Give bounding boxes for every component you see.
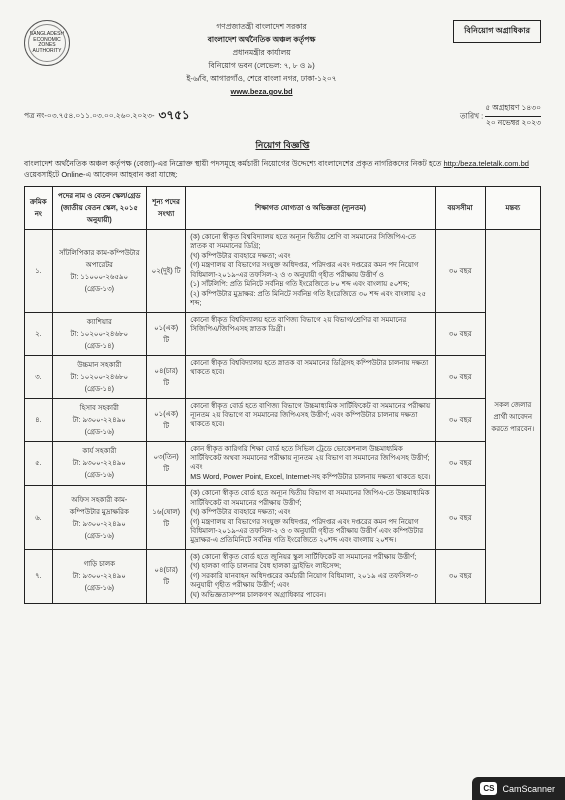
cell-post: হিসাব সহকারী টা: ৯৩০০-২২৪৯০ (গ্রেড-১৬) [52,398,146,441]
org-name: বাংলাদেশ অর্থনৈতিক অঞ্চল কর্তৃপক্ষ [70,35,453,47]
table-row: ১.সাঁটলিপিকার কাম-কম্পিউটার অপারেটর টা: … [25,230,541,313]
col-age: বয়সসীমা [435,187,485,230]
cell-sl: ২. [25,312,53,355]
reference-line: পত্র নং-০৩.৭৫৪.০১১.০৩.০০.২৬০.২০২৩- ৩৭৫১ … [24,103,541,130]
intro-text: বাংলাদেশ অর্থনৈতিক অঞ্চল কর্তৃপক্ষ (বেজা… [24,159,441,168]
org-logo: BANGLADESH ECONOMIC ZONES AUTHORITY [24,20,70,66]
cell-qualification: (ক) কোনো স্বীকৃত বিশ্ববিদ্যালয় হতে অন্য… [186,230,435,313]
cell-vacancy: ০৪(চার) টি [146,355,185,398]
website-link[interactable]: www.beza.gov.bd [70,87,453,96]
cell-qualification: (ক) কোনো স্বীকৃত বোর্ড হতে অন্যূন দ্বিতী… [186,486,435,550]
ref-label: পত্র নং-০৩.৭৫৪.০১১.০৩.০০.২৬০.২০২৩- [24,111,155,123]
ref-right: তারিখ : ৫ অগ্রহায়ণ ১৪৩০ ২০ নভেম্বর ২০২৩ [460,103,541,130]
cell-age: ৩০ বছর [435,398,485,441]
cell-post: উচ্চমান সহকারী টা: ১০২০০-২৪৬৮০ (গ্রেড-১৪… [52,355,146,398]
cell-age: ৩০ বছর [435,441,485,486]
cell-qualification: কোনো স্বীকৃত বিশ্ববিদ্যালয় হতে স্নাতক ব… [186,355,435,398]
notice-title: নিয়োগ বিজ্ঞপ্তি [24,138,541,153]
cell-qualification: কোনো স্বীকৃত বোর্ড হতে বাণিজ্য বিভাগে উচ… [186,398,435,441]
table-row: ২.ক্যাশিয়ার টা: ১০২০০-২৪৬৮০ (গ্রেড-১৪)০… [25,312,541,355]
table-row: ৬.অফিস সহকারী কাম-কম্পিউটার মুদ্রাক্ষরিক… [25,486,541,550]
cell-qualification: কোন স্বীকৃত কারিগরি শিক্ষা বোর্ড হতে সিভ… [186,441,435,486]
cell-post: ক্যাশিয়ার টা: ১০২০০-২৪৬৮০ (গ্রেড-১৪) [52,312,146,355]
cell-post: গাড়ি চালক টা: ৯৩০০-২২৪৯০ (গ্রেড-১৬) [52,549,146,603]
cell-post: সাঁটলিপিকার কাম-কম্পিউটার অপারেটর টা: ১১… [52,230,146,313]
col-qualification: শিক্ষাগত যোগ্যতা ও অভিজ্ঞতা (ন্যূনতম) [186,187,435,230]
col-remarks: মন্তব্য [485,187,540,230]
gov-line: গণপ্রজাতন্ত্রী বাংলাদেশ সরকার [70,22,453,34]
cell-vacancy: ০৪(চার) টি [146,549,185,603]
cell-age: ৩০ বছর [435,312,485,355]
camscanner-watermark: CS CamScanner [472,777,565,800]
header: BANGLADESH ECONOMIC ZONES AUTHORITY গণপ্… [24,20,541,97]
table-row: ৩.উচ্চমান সহকারী টা: ১০২০০-২৪৬৮০ (গ্রেড-… [25,355,541,398]
address1: বিনিয়োগ ভবন (লেভেল: ৭, ৮ ও ৯) [70,61,453,73]
cell-age: ৩০ বছর [435,549,485,603]
intro-text2: ওয়েবসাইটে Online-এ আবেদন আহবান করা যাচ্… [24,170,178,179]
cell-sl: ৬. [25,486,53,550]
cell-sl: ৭. [25,549,53,603]
address2: ই-৬/বি, আগারগাঁও, শেরে বাংলা নগর, ঢাকা-১… [70,74,453,86]
document-page: BANGLADESH ECONOMIC ZONES AUTHORITY গণপ্… [0,0,565,614]
cell-post: কার্য সহকারী টা: ৯৩০০-২২৪৯০ (গ্রেড-১৬) [52,441,146,486]
date-bangla: ৫ অগ্রহায়ণ ১৪৩০ [485,103,541,117]
cell-vacancy: ০৩(তিন) টি [146,441,185,486]
logo-text: BANGLADESH ECONOMIC ZONES AUTHORITY [25,32,69,54]
cell-qualification: (ক) কোনো স্বীকৃত বোর্ড হতে জুনিয়র স্কুল… [186,549,435,603]
intro-paragraph: বাংলাদেশ অর্থনৈতিক অঞ্চল কর্তৃপক্ষ (বেজা… [24,159,541,180]
cell-age: ৩০ বছর [435,486,485,550]
table-row: ৫.কার্য সহকারী টা: ৯৩০০-২২৪৯০ (গ্রেড-১৬)… [25,441,541,486]
office-name: প্রধানমন্ত্রীর কার্যালয় [70,48,453,60]
table-row: ৭.গাড়ি চালক টা: ৯৩০০-২২৪৯০ (গ্রেড-১৬)০৪… [25,549,541,603]
authority-box: বিনিয়োগ অগ্রাধিকার [453,20,541,43]
cell-vacancy: ০১(এক) টি [146,398,185,441]
cell-sl: ১. [25,230,53,313]
apply-link[interactable]: http:/beza.teletalk.com.bd [444,159,529,168]
cell-vacancy: ০১(এক) টি [146,312,185,355]
cell-age: ৩০ বছর [435,355,485,398]
table-row: ৪.হিসাব সহকারী টা: ৯৩০০-২২৪৯০ (গ্রেড-১৬)… [25,398,541,441]
cell-remarks: সকল জেলার প্রার্থী আবেদন করতে পারবেন। [485,230,540,604]
cell-qualification: কোনো স্বীকৃত বিশ্ববিদ্যালয় হতে বাণিজ্য … [186,312,435,355]
cs-label: CamScanner [502,784,555,794]
col-vacancy: শূন্য পদের সংখ্যা [146,187,185,230]
ref-left: পত্র নং-০৩.৭৫৪.০১১.০৩.০০.২৬০.২০২৩- ৩৭৫১ [24,103,190,130]
cs-badge: CS [480,782,497,795]
cell-sl: ৩. [25,355,53,398]
date-label: তারিখ : [460,111,483,120]
col-post: পদের নাম ও বেতন স্কেল/গ্রেড (জাতীয় বেতন… [52,187,146,230]
cell-vacancy: ০২(দুই) টি [146,230,185,313]
cell-vacancy: ১৬(ষোল) টি [146,486,185,550]
cell-sl: ৪. [25,398,53,441]
cell-post: অফিস সহকারী কাম-কম্পিউটার মুদ্রাক্ষরিক ট… [52,486,146,550]
cell-sl: ৫. [25,441,53,486]
date-english: ২০ নভেম্বর ২০২৩ [485,118,541,130]
header-center: গণপ্রজাতন্ত্রী বাংলাদেশ সরকার বাংলাদেশ অ… [70,20,453,97]
vacancy-table: ক্রমিক নং পদের নাম ও বেতন স্কেল/গ্রেড (জ… [24,186,541,604]
col-sl: ক্রমিক নং [25,187,53,230]
cell-age: ৩০ বছর [435,230,485,313]
table-header-row: ক্রমিক নং পদের নাম ও বেতন স্কেল/গ্রেড (জ… [25,187,541,230]
ref-handwritten: ৩৭৫১ [159,107,190,127]
